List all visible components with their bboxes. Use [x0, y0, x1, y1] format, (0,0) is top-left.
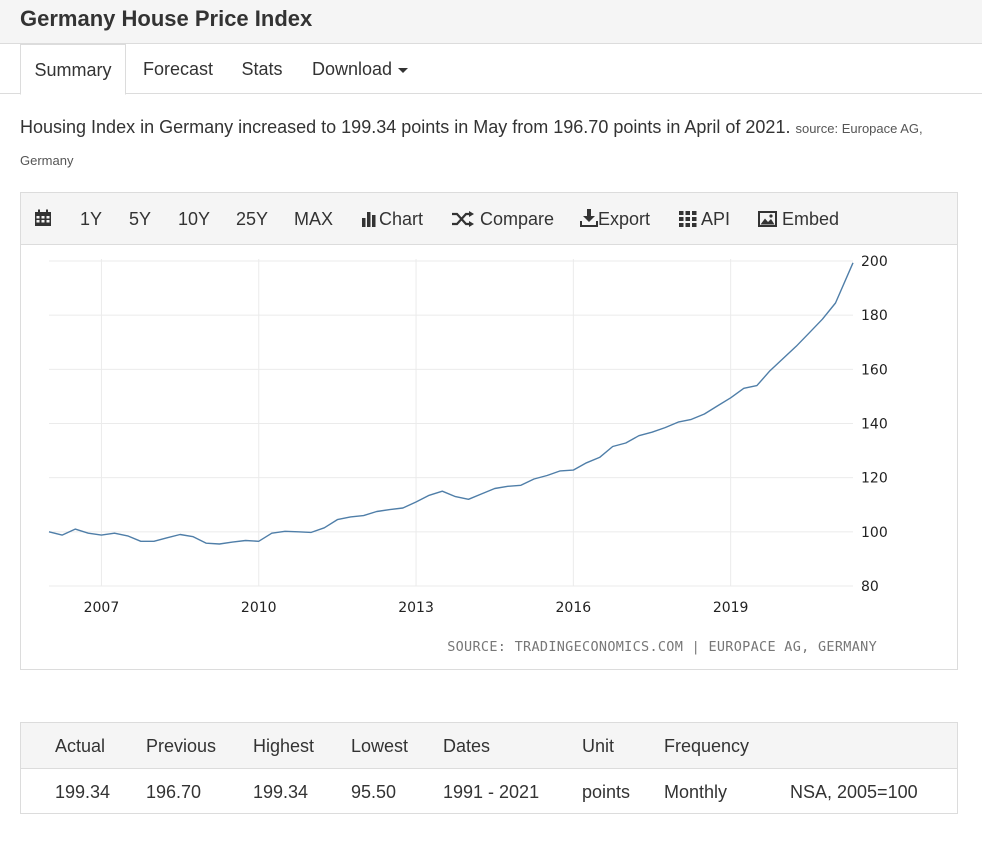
header-dates: Dates — [443, 736, 491, 756]
bar-chart-icon — [362, 212, 376, 227]
x-tick-label: 2016 — [556, 600, 592, 616]
y-tick-label: 120 — [861, 471, 888, 487]
tab-forecast[interactable]: Forecast — [132, 44, 224, 94]
value-dates: 1991 - 2021 — [443, 782, 540, 802]
x-tick-label: 2010 — [241, 600, 277, 616]
grid-icon — [679, 211, 697, 227]
compare-button-label: Compare — [480, 209, 555, 229]
compare-button[interactable]: Compare — [451, 193, 554, 245]
x-tick-label: 2013 — [398, 600, 434, 616]
value-unit: points — [582, 782, 631, 802]
export-button[interactable]: Export — [580, 193, 650, 245]
summary-text: Housing Index in Germany increased to 19… — [20, 112, 965, 176]
header-lowest: Lowest — [351, 736, 409, 756]
export-button-label: Export — [598, 209, 651, 229]
shuffle-icon — [452, 211, 474, 227]
header-actual: Actual — [55, 736, 106, 756]
tab-summary[interactable]: Summary — [20, 44, 126, 95]
page-title: Germany House Price Index — [20, 6, 313, 31]
value-highest: 199.34 — [253, 782, 309, 802]
range-5y-button[interactable]: 5Y — [129, 209, 152, 229]
image-icon — [758, 211, 777, 227]
tab-summary-label: Summary — [34, 60, 112, 80]
y-tick-label: 100 — [861, 525, 888, 541]
chart-button[interactable]: Chart — [361, 193, 423, 245]
header-previous: Previous — [146, 736, 217, 756]
header-highest: Highest — [253, 736, 315, 756]
chart-button-label: Chart — [379, 209, 424, 229]
stats-table: Actual Previous Highest Lowest Dates Uni… — [20, 722, 958, 814]
y-tick-label: 140 — [861, 417, 888, 433]
tab-bar: Summary Forecast Stats Download — [0, 44, 982, 95]
line-chart: 80 100 120 140 160 180 200 2007 2010 2013 2016 2019… — [48, 254, 888, 655]
chart-source-label: SOURCE: TRADINGECONOMICS.COM | EUROPACE … — [447, 639, 877, 655]
tab-stats-label: Stats — [241, 59, 283, 79]
range-max-button[interactable]: MAX — [294, 209, 334, 229]
caret-down-icon — [398, 67, 409, 73]
calendar-icon[interactable] — [34, 193, 52, 245]
value-lowest: 95.50 — [351, 782, 397, 802]
chart-toolbar: 1Y 5Y 10Y 25Y MAX Chart Compare Export — [21, 193, 957, 245]
range-25y-button[interactable]: 25Y — [236, 209, 269, 229]
plot-area: 80 100 120 140 160 180 200 2007 2010 2013 2016 2019… — [21, 245, 957, 669]
value-frequency: Monthly — [664, 782, 728, 802]
header-frequency: Frequency — [664, 736, 750, 756]
value-adjustment: NSA, 2005=100 — [790, 782, 918, 802]
value-actual: 199.34 — [55, 782, 111, 802]
tab-forecast-label: Forecast — [142, 59, 214, 79]
tab-stats[interactable]: Stats — [230, 44, 294, 94]
y-tick-label: 200 — [861, 254, 888, 270]
embed-button[interactable]: Embed — [758, 193, 839, 245]
y-tick-label: 160 — [861, 362, 888, 378]
stats-header-row: Actual Previous Highest Lowest Dates Uni… — [21, 723, 957, 769]
range-1y-button[interactable]: 1Y — [80, 209, 103, 229]
chart-panel: 1Y 5Y 10Y 25Y MAX Chart Compare Export — [20, 192, 958, 670]
range-10y-button[interactable]: 10Y — [178, 209, 211, 229]
download-icon — [580, 209, 598, 227]
value-previous: 196.70 — [146, 782, 202, 802]
x-tick-label: 2019 — [713, 600, 749, 616]
y-tick-label: 80 — [861, 579, 879, 595]
summary-sentence: Housing Index in Germany increased to 19… — [20, 117, 791, 137]
embed-button-label: Embed — [782, 209, 840, 229]
title-bar: Germany House Price Index — [0, 0, 982, 44]
summary-source: source: Europace AG, Germany — [20, 121, 923, 168]
api-button-label: API — [701, 209, 731, 229]
series-line — [48, 262, 854, 545]
tab-download-label: Download — [311, 59, 393, 79]
tab-download[interactable]: Download — [300, 44, 420, 94]
api-button[interactable]: API — [679, 193, 730, 245]
y-tick-label: 180 — [861, 308, 888, 324]
header-unit: Unit — [582, 736, 615, 756]
x-tick-label: 2007 — [84, 600, 120, 616]
